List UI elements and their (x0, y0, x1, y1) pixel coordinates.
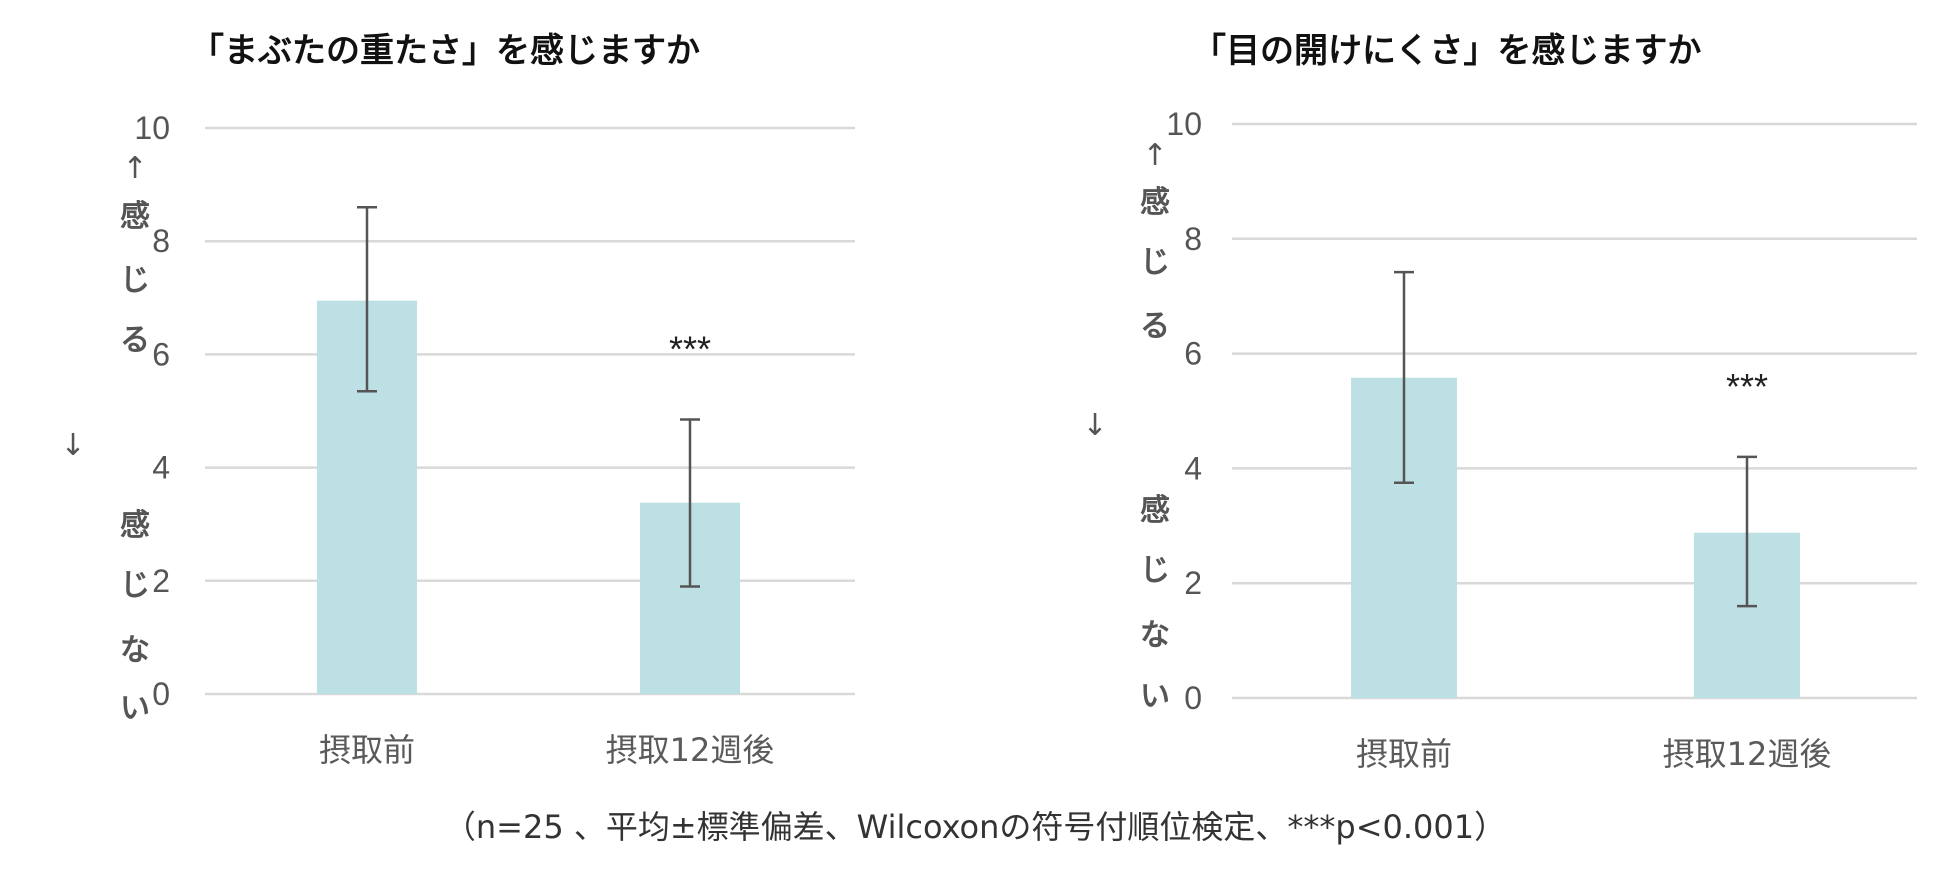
x-category-label: 摂取前 (319, 731, 415, 769)
y-axis-label-bottom: な (120, 633, 150, 668)
footnote: （n=25 、平均±標準偏差、Wilcoxonの符号付順位検定、***p<0.0… (444, 808, 1506, 846)
y-axis-label-top: る (1140, 309, 1170, 344)
y-tick-label: 2 (1184, 565, 1202, 601)
y-axis-label-top: ↑ (122, 151, 147, 186)
y-axis-label-top: ↑ (1142, 138, 1167, 173)
y-tick-label: 8 (1184, 221, 1202, 257)
x-category-label: 摂取12週後 (1663, 735, 1832, 773)
y-tick-label: 0 (152, 676, 170, 712)
y-axis-label-bottom: い (1140, 679, 1170, 714)
y-axis-label-top: 感 (120, 199, 150, 234)
significance-label: *** (1726, 366, 1768, 407)
y-axis-label-bottom: 感 (120, 508, 150, 543)
y-tick-label: 4 (1184, 450, 1202, 486)
y-tick-label: 4 (152, 450, 170, 486)
chart-title: 「目の開けにくさ」を感じますか (1192, 31, 1701, 71)
y-axis-label-top: る (120, 323, 150, 358)
y-tick-label: 6 (1184, 336, 1202, 372)
y-axis-label-bottom: じ (1140, 553, 1170, 588)
y-axis-label-bottom: じ (120, 568, 150, 603)
y-tick-label: 10 (134, 110, 170, 146)
y-axis-label-top: 感 (1140, 185, 1170, 220)
y-tick-label: 8 (152, 223, 170, 259)
y-axis-label-top: じ (120, 263, 150, 298)
x-category-label: 摂取前 (1356, 735, 1452, 773)
y-tick-label: 2 (152, 563, 170, 599)
y-axis-label-bottom: い (120, 691, 150, 726)
y-axis-label-arrow: ↓ (60, 428, 85, 463)
y-axis-label-top: じ (1140, 245, 1170, 280)
y-tick-label: 6 (152, 336, 170, 372)
y-tick-label: 10 (1166, 106, 1202, 142)
y-axis-label-bottom: な (1140, 618, 1170, 653)
x-category-label: 摂取12週後 (606, 731, 775, 769)
significance-label: *** (669, 328, 711, 369)
y-tick-label: 0 (1184, 680, 1202, 716)
y-axis-label-arrow: ↓ (1082, 408, 1107, 443)
chart-title: 「まぶたの重たさ」を感じますか (190, 31, 700, 71)
y-axis-label-bottom: 感 (1140, 493, 1170, 528)
